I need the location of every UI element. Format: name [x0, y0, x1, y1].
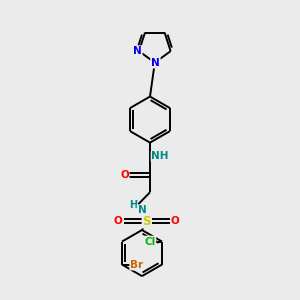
Text: N: N	[133, 46, 142, 56]
Text: O: O	[171, 216, 180, 226]
Text: NH: NH	[152, 152, 169, 161]
Text: S: S	[142, 214, 151, 228]
Text: N: N	[138, 205, 146, 215]
Text: N: N	[151, 58, 160, 68]
Text: O: O	[120, 170, 129, 180]
Text: Br: Br	[130, 260, 143, 270]
Text: H: H	[129, 200, 137, 210]
Text: Cl: Cl	[144, 236, 155, 247]
Text: O: O	[114, 216, 123, 226]
